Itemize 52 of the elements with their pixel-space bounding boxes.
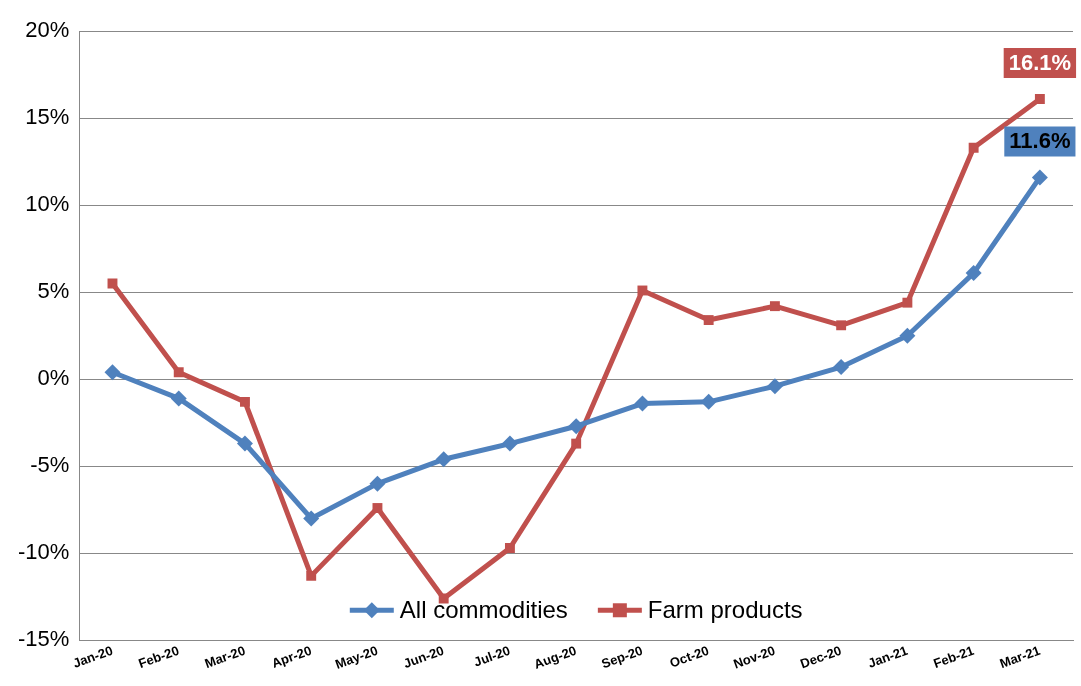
x-tick-label: Sep-20 (599, 642, 645, 672)
point (369, 475, 386, 492)
point (240, 396, 250, 407)
x-tick-label: Feb-21 (931, 642, 976, 672)
point (104, 364, 121, 381)
y-tick-label: 5% (37, 278, 70, 304)
point (836, 320, 847, 331)
point (1031, 169, 1048, 186)
point (501, 435, 518, 452)
point (236, 435, 253, 452)
point (965, 265, 982, 282)
data-label: 16.1% (1008, 50, 1072, 76)
point (703, 315, 714, 326)
point (306, 570, 317, 581)
point (634, 395, 651, 412)
y-tick-label: 10% (25, 191, 70, 217)
point (902, 297, 913, 308)
point (372, 503, 383, 513)
x-tick-label: Jul-20 (471, 642, 513, 670)
x-tick-label: Jan-20 (70, 642, 115, 671)
point (303, 510, 320, 527)
x-tick-label: Dec-20 (798, 642, 844, 672)
y-tick-label: -10% (18, 539, 70, 565)
point (637, 285, 648, 296)
x-tick-label: Oct-20 (667, 642, 711, 671)
x-tick-label: Jun-20 (401, 642, 446, 672)
point (769, 301, 780, 312)
y-tick-label: 20% (25, 17, 70, 43)
legend-label: All commodities (399, 595, 568, 623)
data-label: 11.6% (1009, 128, 1071, 154)
point (1034, 94, 1045, 105)
point (899, 327, 916, 344)
point (968, 142, 979, 153)
x-tick-label: Apr-20 (269, 642, 314, 671)
point (833, 359, 850, 376)
point (568, 418, 585, 435)
point (504, 543, 515, 553)
y-tick-label: -5% (30, 452, 70, 478)
point (700, 393, 717, 410)
point (173, 367, 184, 378)
x-tick-label: Mar-21 (997, 642, 1043, 672)
point (170, 390, 187, 407)
point (571, 438, 582, 449)
x-tick-label: Feb-20 (136, 642, 181, 672)
y-tick-label: -15% (18, 626, 70, 652)
x-tick-label: Jan-21 (865, 642, 910, 671)
legend-label: Farm products (647, 595, 803, 623)
x-tick-label: Mar-20 (202, 642, 248, 672)
y-tick-label: 0% (37, 365, 70, 391)
point (766, 378, 783, 395)
point (435, 451, 452, 468)
y-tick-label: 15% (25, 104, 70, 130)
